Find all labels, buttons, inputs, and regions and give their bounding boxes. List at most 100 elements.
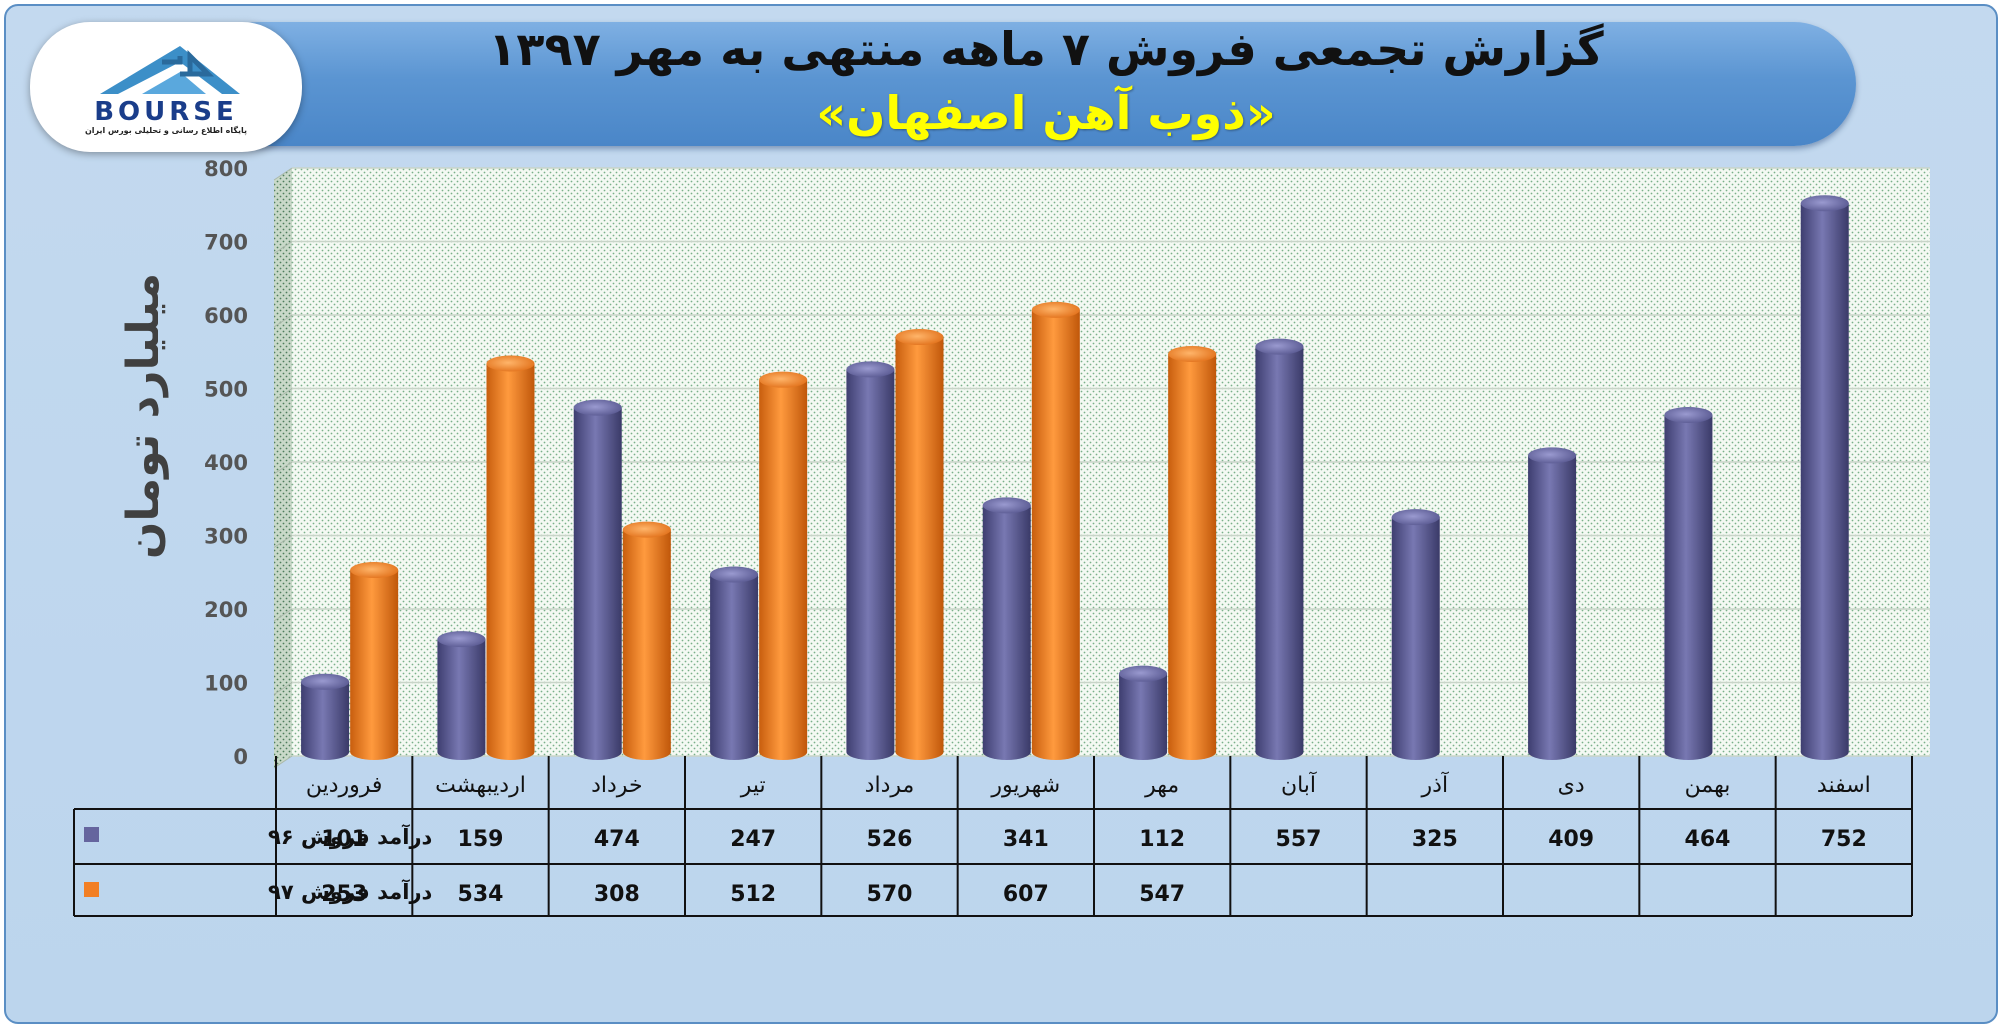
bar-97 <box>486 355 535 760</box>
y-tick-label: 800 <box>204 157 248 181</box>
y-tick-label: 700 <box>204 231 248 255</box>
data-label: 534 <box>458 882 504 907</box>
y-tick-label: 100 <box>204 672 248 696</box>
data-label: 570 <box>867 882 913 907</box>
category-label: دی <box>1558 773 1585 798</box>
bar-97 <box>622 521 671 760</box>
category-label: فروردین <box>306 773 383 798</box>
bars <box>301 195 1849 760</box>
legend-swatch <box>84 882 99 897</box>
category-label: مرداد <box>865 773 915 798</box>
bourse-logo-mark: BOURSE <box>94 46 240 127</box>
title-banner <box>196 22 1856 146</box>
bar-96 <box>710 566 759 760</box>
data-label: 557 <box>1276 827 1322 852</box>
legend-label: درآمد فروش ۹۷ <box>268 879 433 904</box>
bar-top <box>437 631 486 648</box>
y-tick-label: 300 <box>204 525 248 549</box>
data-label: 607 <box>1003 882 1049 907</box>
bar-body <box>846 369 895 760</box>
bar-top <box>1255 338 1304 355</box>
gridline-side <box>273 314 293 328</box>
bar-97 <box>1168 345 1217 760</box>
legend-label: درآمد فروش ۹۶ <box>268 824 433 849</box>
bar-body <box>710 574 759 760</box>
bar-top <box>622 521 671 538</box>
data-label: 253 <box>321 882 367 907</box>
category-label: بهمن <box>1685 773 1731 798</box>
bar-96 <box>301 673 350 760</box>
data-label: 341 <box>1003 827 1049 852</box>
bar-top <box>1168 345 1217 362</box>
bar-body <box>895 337 944 760</box>
bar-body <box>1168 353 1217 760</box>
bar-96 <box>1391 509 1440 760</box>
bar-top <box>895 329 944 346</box>
gridline-side <box>273 535 293 548</box>
data-label: 308 <box>594 882 640 907</box>
bar-body <box>1119 673 1168 760</box>
bar-96 <box>1119 665 1168 760</box>
bar-body <box>437 639 486 760</box>
y-tick-label: 600 <box>204 304 248 328</box>
data-label: 752 <box>1821 827 1867 852</box>
y-axis-ticks: 800 700 600 500 400 300 200 100 0 <box>204 157 248 769</box>
data-label: 159 <box>458 827 504 852</box>
legend-swatch <box>84 827 99 842</box>
bar-body <box>1391 517 1440 760</box>
y-tick-label: 200 <box>204 598 248 622</box>
bar-top <box>1664 406 1713 423</box>
y-tick-label: 500 <box>204 378 248 402</box>
bar-top <box>982 497 1031 514</box>
bar-top <box>1528 447 1577 464</box>
bar-97 <box>895 329 944 760</box>
data-label: 526 <box>867 827 913 852</box>
bar-top <box>846 361 895 378</box>
gridline-side <box>273 167 293 181</box>
bar-body <box>622 529 671 760</box>
bar-96 <box>982 497 1031 760</box>
logo-caption: پایگاه اطلاع رسانی و تحلیلی بورس ایران <box>84 126 248 135</box>
bar-96 <box>1664 406 1713 760</box>
bar-96 <box>1255 338 1304 760</box>
data-label: 512 <box>730 882 776 907</box>
bar-top <box>1031 301 1080 318</box>
category-label: اردیبهشت <box>435 773 526 798</box>
bar-96 <box>573 399 622 760</box>
category-label: تیر <box>740 773 766 798</box>
gridline-side <box>273 388 293 401</box>
bar-body <box>573 407 622 760</box>
data-table: فروردین 101 253 اردیبهشت 159 534 خرداد 474 308 تی… <box>73 756 1913 917</box>
gridline-side <box>273 608 293 622</box>
bar-top <box>1800 195 1849 212</box>
category-label: اسفند <box>1817 773 1871 798</box>
bar-body <box>1255 346 1304 760</box>
bar-body <box>1528 455 1577 760</box>
y-tick-label: 0 <box>233 745 248 769</box>
bar-body <box>982 505 1031 760</box>
bar-96 <box>1800 195 1849 760</box>
category-label: آبان <box>1281 771 1317 798</box>
bar-96 <box>1528 447 1577 760</box>
bar-97 <box>759 371 808 760</box>
bar-97 <box>1031 301 1080 760</box>
chart-subtitle: «ذوب آهن اصفهان» <box>816 86 1276 140</box>
bar-body <box>1800 203 1849 760</box>
data-label: 247 <box>730 827 776 852</box>
data-label: 101 <box>321 827 367 852</box>
bar-body <box>1031 309 1080 760</box>
category-label: خرداد <box>591 773 642 798</box>
gridline-side <box>273 241 293 254</box>
bar-96 <box>437 631 486 760</box>
gridline-side <box>273 461 293 475</box>
bar-body <box>1664 414 1713 760</box>
bar-96 <box>846 361 895 760</box>
category-label: آذر <box>1421 771 1449 798</box>
bar-body <box>486 363 535 760</box>
chart-title: گزارش تجمعی فروش ۷ ماهه منتهی به مهر ۱۳۹… <box>488 22 1604 76</box>
data-label: 547 <box>1139 882 1185 907</box>
bar-top <box>350 562 399 579</box>
bar-body <box>759 379 808 760</box>
bar-97 <box>350 562 399 760</box>
